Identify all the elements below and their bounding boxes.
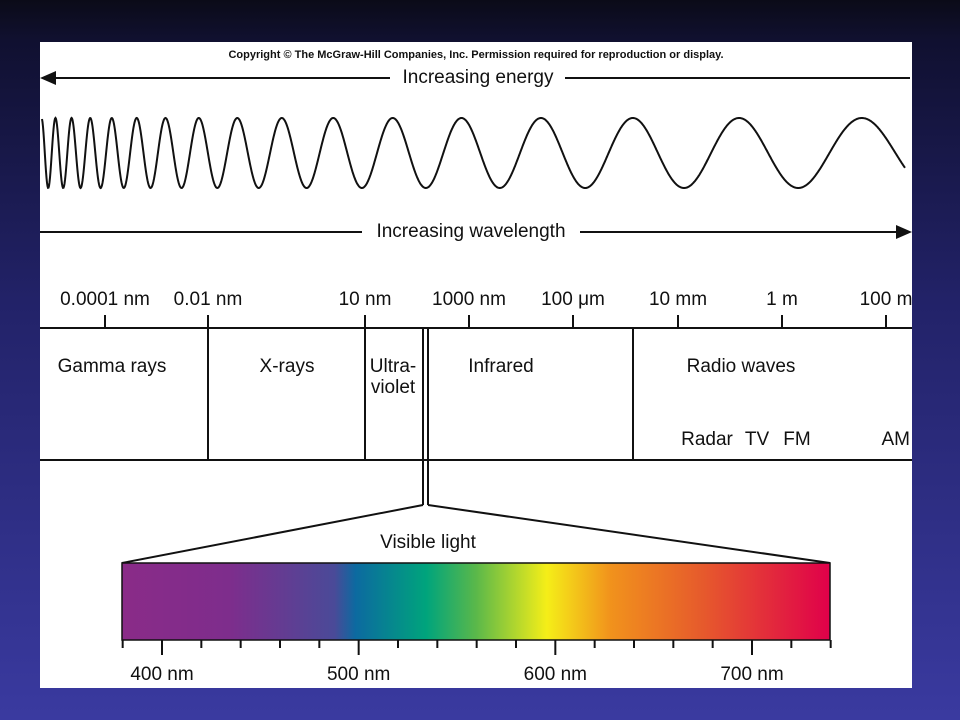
region-label: Infrared — [468, 356, 533, 377]
scale-label: 0.0001 nm — [60, 289, 150, 310]
visible-scale: 400 nm 500 nm 600 nm 700 nm — [121, 640, 832, 685]
region-label: Ultra- — [370, 356, 416, 377]
copyright: Copyright © The McGraw-Hill Companies, I… — [228, 49, 723, 61]
zoom-line — [427, 504, 831, 564]
scale: 0.0001 nm 0.01 nm 10 nm 1000 nm 100 μm 10 mm 1… — [60, 289, 912, 328]
visible-scale-label: 600 nm — [524, 664, 587, 685]
region-label: Radio waves — [687, 356, 796, 377]
scale-label: 100 μm — [541, 289, 605, 310]
visible-spectrum — [121, 562, 831, 641]
scale-label: 1000 nm — [432, 289, 506, 310]
radio-band: TV — [745, 429, 770, 450]
wave — [41, 116, 906, 190]
scale-label: 1 m — [766, 289, 798, 310]
visible-label: Visible light — [380, 532, 476, 553]
scale-label: 100 m — [860, 289, 913, 310]
region-label: violet — [371, 377, 416, 398]
zoom-line — [121, 504, 424, 564]
scale-label: 0.01 nm — [174, 289, 243, 310]
wavelength-label: Increasing wavelength — [376, 221, 565, 242]
radio-band: AM — [882, 429, 911, 450]
radio-band: FM — [783, 429, 810, 450]
energy-label: Increasing energy — [402, 67, 554, 88]
region-label: X-rays — [260, 356, 315, 377]
visible-scale-label: 400 nm — [130, 664, 193, 685]
scale-label: 10 nm — [339, 289, 392, 310]
arrowhead — [40, 71, 56, 85]
arrowhead — [896, 225, 912, 239]
region-label: Gamma rays — [58, 356, 167, 377]
radio-band: Radar — [681, 429, 733, 450]
visible-scale-label: 700 nm — [720, 664, 783, 685]
visible-scale-label: 500 nm — [327, 664, 390, 685]
scale-label: 10 mm — [649, 289, 707, 310]
